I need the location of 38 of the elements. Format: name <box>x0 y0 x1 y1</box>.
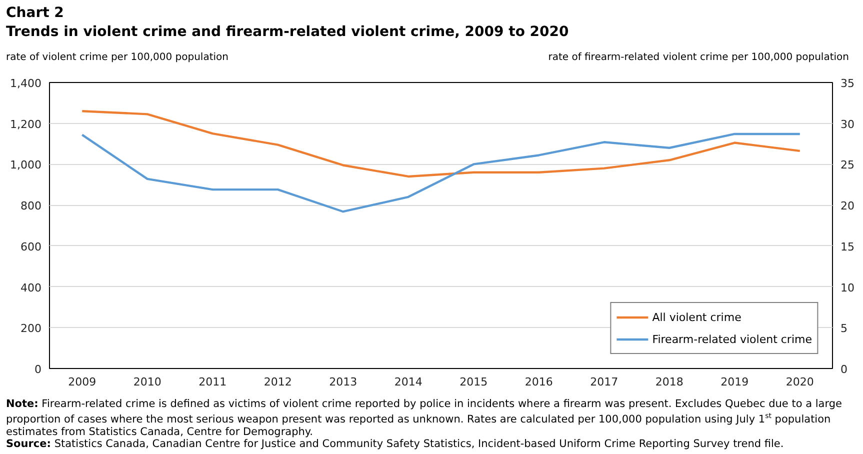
y2-tick-label: 0 <box>840 363 848 376</box>
y2-tick-label: 20 <box>840 200 854 213</box>
y-tick-label: 600 <box>20 240 42 254</box>
y2-tick-label: 35 <box>840 77 854 90</box>
x-tick-label: 2020 <box>786 376 814 388</box>
y-axis-title: rate of violent crime per 100,000 population <box>6 51 228 65</box>
x-tick-label: 2016 <box>524 376 553 388</box>
y-tick-label: 1,000 <box>10 158 42 172</box>
x-tick-label: 2009 <box>68 376 96 388</box>
y-tick-label: 1,400 <box>10 77 42 90</box>
x-tick-label: 2012 <box>264 376 292 388</box>
y2-tick-label: 10 <box>840 281 854 294</box>
y2-tick-label: 25 <box>840 158 854 172</box>
line-series <box>81 132 801 213</box>
y-tick-label: 1,200 <box>10 118 42 131</box>
legend-label: All violent crime <box>652 310 742 326</box>
y2-tick-label: 30 <box>840 118 854 131</box>
chart-title: Chart 2 <box>6 4 65 23</box>
y2-tick-label: 5 <box>840 322 848 336</box>
x-tick-label: 2013 <box>329 376 358 388</box>
chart-subtitle: Trends in violent crime and firearm-related violent crime, 2009 to 2020 <box>6 23 570 42</box>
y2-axis-title: rate of firearm-related violent crime per 100,000 population <box>548 51 849 65</box>
y2-tick-label: 15 <box>840 240 854 254</box>
x-tick-label: 2014 <box>394 376 422 388</box>
y-tick-label: 400 <box>20 281 42 294</box>
source-note: Source: Statistics Canada, Canadian Centre for Justice and Community Safety Statistics, Incident-based Uniform Crime Reporting Survey trend file. <box>6 438 785 450</box>
legend-label: Firearm-related violent crime <box>652 332 812 348</box>
x-tick-label: 2018 <box>655 376 684 388</box>
x-tick-label: 2019 <box>720 376 749 388</box>
y-tick-label: 200 <box>20 322 42 336</box>
x-tick-label: 2010 <box>133 376 162 388</box>
y-tick-label: 800 <box>20 200 42 213</box>
line-series <box>81 110 801 178</box>
text: Note: Firearm-related crime is defined as victims of violent crime reported by police in incidents where a firearm was present. Excludes Quebec due to a large proportion of cases where the most serious weapon present was reported as unknown. Rates are calculated per 100,000 population using July 1$^{st}$ population estimates from Statistics Canada, Centre for Demography. <box>6 398 842 438</box>
y-tick-label: 0 <box>34 363 42 376</box>
x-tick-label: 2011 <box>198 376 227 388</box>
x-tick-label: 2015 <box>460 376 488 388</box>
x-tick-label: 2017 <box>590 376 618 388</box>
